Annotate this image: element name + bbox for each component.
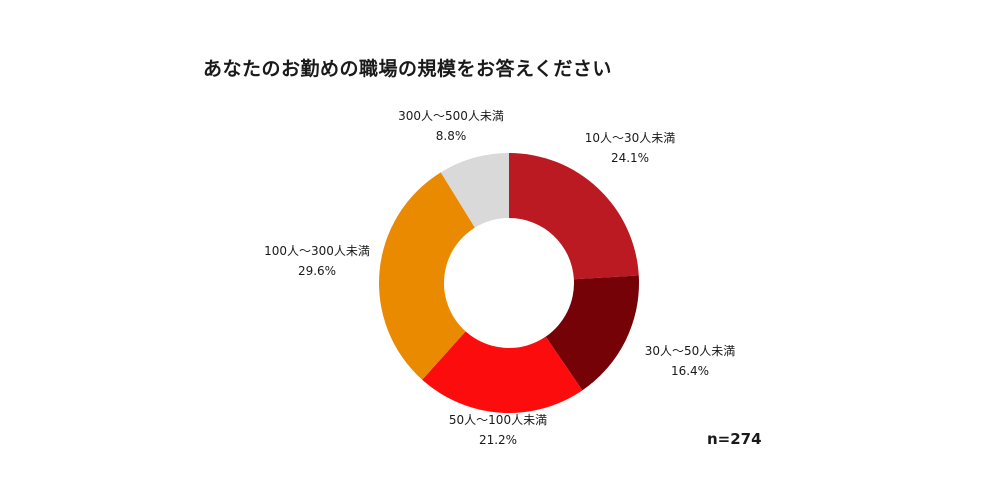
donut-slices: [379, 153, 639, 413]
slice-category-label: 30人～50人未満: [645, 344, 736, 358]
slice-labels: 10人～30人未満 24.1% 30人～50人未満 16.4% 50人～100人未満 21…: [264, 109, 735, 447]
slice-category-label: 300人～500人未満: [398, 109, 504, 123]
slice-value-label: 21.2%: [479, 433, 517, 447]
slice-category-label: 100人～300人未満: [264, 244, 370, 258]
chart-title: あなたのお勤めの職場の規模をお答えください: [203, 58, 612, 80]
slice-value-label: 24.1%: [611, 151, 649, 165]
slice-category-label: 50人～100人未満: [449, 413, 547, 427]
sample-size: n=274: [707, 430, 762, 448]
donut-slice-3: [422, 331, 583, 413]
slice-value-label: 16.4%: [671, 364, 709, 378]
slice-value-label: 29.6%: [298, 264, 336, 278]
slice-category-label: 10人～30人未満: [585, 131, 676, 145]
slice-value-label: 8.8%: [436, 129, 467, 143]
donut-slice-4: [379, 172, 475, 380]
donut-slice-5: [440, 153, 509, 228]
donut-slice-2: [545, 275, 639, 391]
donut-slice-1: [509, 153, 639, 280]
